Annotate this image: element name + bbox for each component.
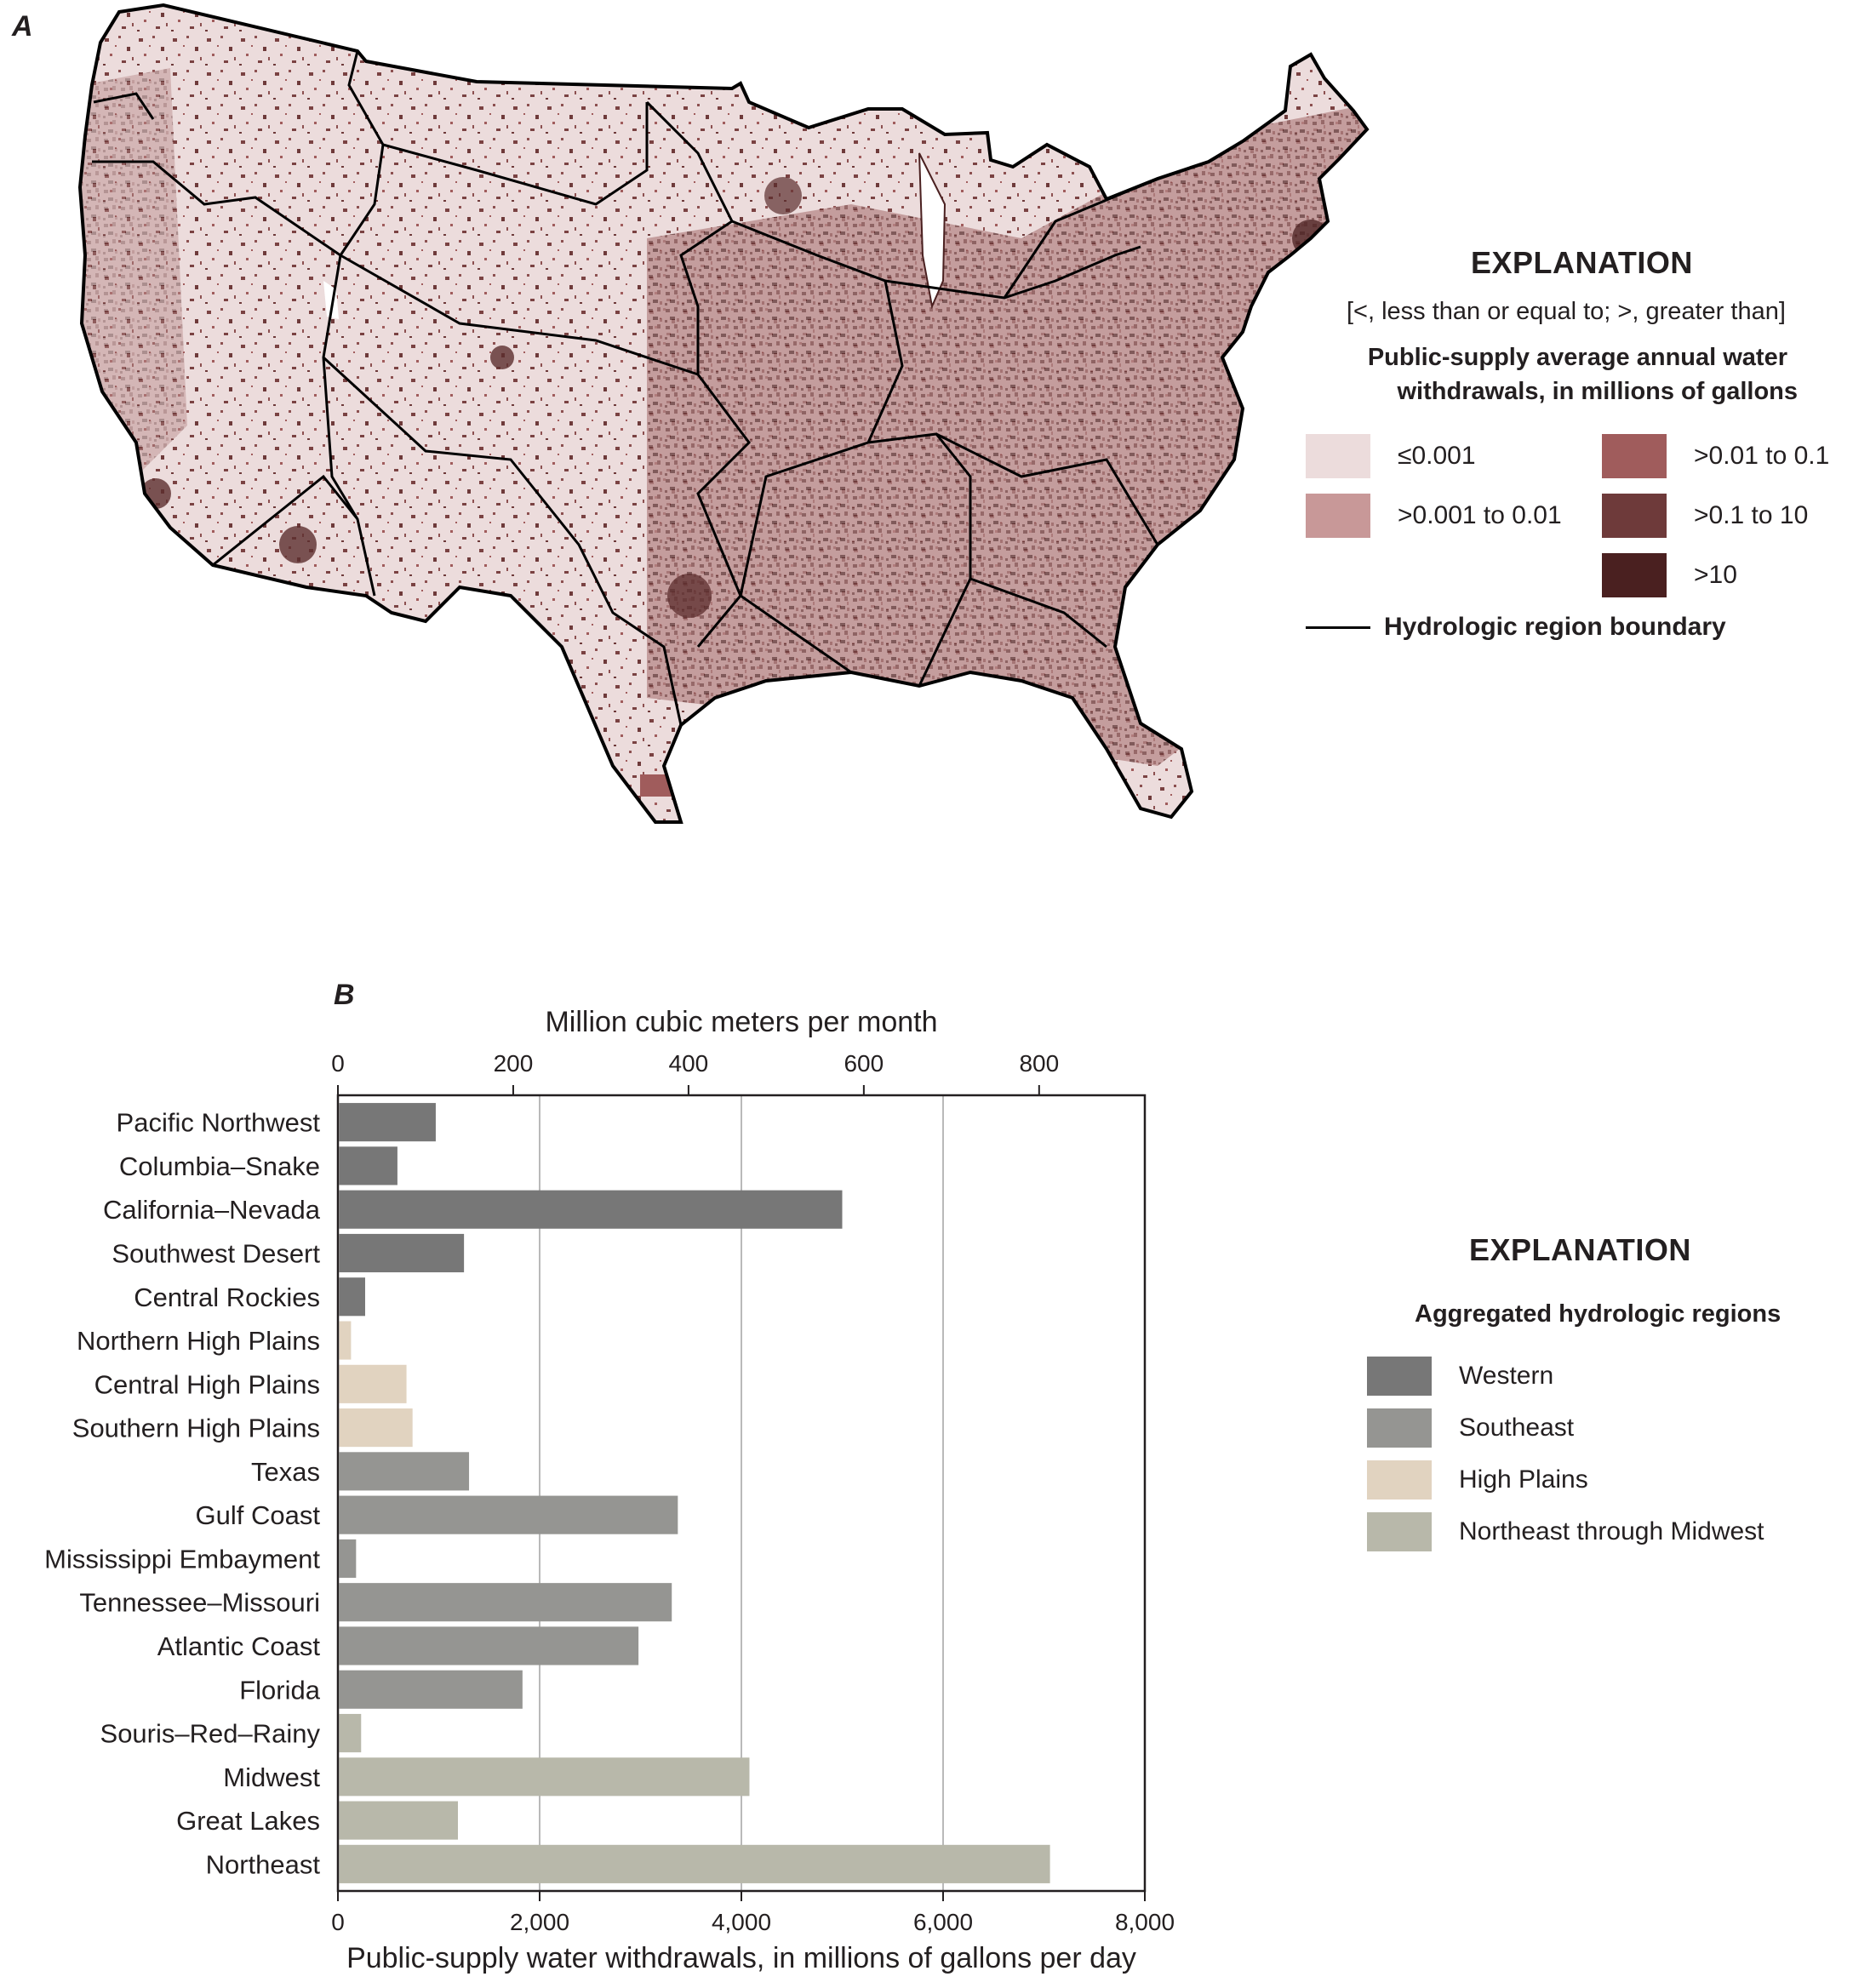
chart-bar [339, 1364, 407, 1403]
map-legend-label-1: ≤0.001 [1398, 442, 1476, 470]
chart-category-label: Central High Plains [94, 1369, 320, 1399]
chart-bar [339, 1277, 365, 1317]
map-legend-swatch-2 [1306, 494, 1370, 538]
map-legend-swatch-1 [1306, 434, 1370, 478]
chart-category-label: Pacific Northwest [117, 1108, 321, 1138]
chart-legend-swatch-2 [1367, 1408, 1432, 1448]
chart-category-label: Texas [251, 1457, 320, 1487]
chart-category-label: California–Nevada [103, 1195, 321, 1225]
map-legend-boundary: Hydrologic region boundary [1306, 613, 1726, 642]
chart-top-tick-label: 600 [844, 1050, 884, 1077]
panel-b-label: B [334, 979, 355, 1011]
chart-legend-label-3: High Plains [1459, 1465, 1588, 1494]
map-legend-class-1: ≤0.001 [1306, 434, 1476, 478]
chart-legend-subtitle: Aggregated hydrologic regions [1415, 1300, 1782, 1328]
chart-bar [339, 1757, 750, 1797]
us-water-withdrawal-map [78, 3, 1369, 824]
chart-x-tick-label: 0 [331, 1909, 345, 1935]
chart-legend-title: EXPLANATION [1469, 1232, 1691, 1267]
map-legend-swatch-3 [1602, 434, 1667, 478]
map-legend-note: [<, less than or equal to; >, greater th… [1347, 298, 1786, 325]
chart-category-label: Gulf Coast [196, 1500, 321, 1530]
chart-bar [339, 1233, 465, 1273]
chart-top-tick-label: 0 [331, 1050, 345, 1077]
map-legend-swatch-5 [1602, 553, 1667, 597]
chart-legend-group-3: High Plains [1367, 1460, 1588, 1500]
chart-category-label: Mississippi Embayment [44, 1544, 320, 1574]
chart-bar [339, 1146, 397, 1185]
chart-category-label: Souris–Red–Rainy [100, 1719, 321, 1749]
chart-x-axis-title: Public-supply water withdrawals, in mill… [346, 1942, 1136, 1974]
chart-bar [339, 1495, 678, 1534]
chart-legend-group-4: Northeast through Midwest [1367, 1512, 1764, 1551]
chart-bar [339, 1844, 1050, 1883]
chart-top-axis-title: Million cubic meters per month [545, 1006, 937, 1038]
chart-x-axis-ticks: 0 2,000 4,000 6,000 8,000 [331, 1891, 1175, 1935]
chart-legend-group-2: Southeast [1367, 1408, 1574, 1448]
chart-category-label: Florida [239, 1675, 321, 1705]
chart-bar [339, 1626, 639, 1665]
map-legend-swatch-4 [1602, 494, 1667, 538]
chart-bar [339, 1103, 436, 1142]
map-legend-subtitle: Public-supply average annual water withd… [1319, 340, 1798, 408]
chart-x-tick-label: 4,000 [712, 1909, 771, 1935]
map-legend-class-4: >0.1 to 10 [1602, 494, 1808, 538]
chart-category-label: Northern High Plains [77, 1326, 320, 1356]
map-legend-title: EXPLANATION [1471, 245, 1693, 280]
chart-legend-swatch-4 [1367, 1512, 1432, 1551]
chart-legend-swatch-1 [1367, 1357, 1432, 1396]
map-legend-label-2: >0.001 to 0.01 [1398, 501, 1562, 529]
chart-legend-swatch-3 [1367, 1460, 1432, 1500]
chart-category-label: Southwest Desert [112, 1238, 320, 1268]
map-legend-class-3: >0.01 to 0.1 [1602, 434, 1829, 478]
chart-top-tick-label: 800 [1019, 1050, 1059, 1077]
map-legend-subtitle-line2: withdrawals, in millions of gallons [1397, 378, 1799, 405]
chart-bar [339, 1583, 672, 1622]
chart-category-label: Atlantic Coast [157, 1631, 321, 1661]
chart-category-label: Central Rockies [134, 1282, 320, 1312]
chart-category-label: Tennessee–Missouri [79, 1588, 320, 1618]
chart-category-label: Northeast [206, 1849, 321, 1879]
map-legend-boundary-label: Hydrologic region boundary [1384, 613, 1726, 641]
chart-x-tick-label: 6,000 [913, 1909, 973, 1935]
chart-bar [339, 1539, 357, 1578]
chart-category-label: Midwest [223, 1762, 320, 1792]
panel-a-label: A [12, 10, 33, 43]
map-legend-label-3: >0.01 to 0.1 [1694, 442, 1830, 470]
chart-legend-label-1: Western [1459, 1362, 1554, 1390]
chart-x-tick-label: 8,000 [1115, 1909, 1175, 1935]
chart-bar [339, 1670, 523, 1709]
chart-bar [339, 1190, 843, 1229]
chart-bar [339, 1408, 413, 1448]
chart-top-tick-label: 200 [494, 1050, 534, 1077]
chart-category-labels: Pacific Northwest Columbia–Snake Californi… [44, 1108, 321, 1880]
chart-legend-label-2: Southeast [1459, 1414, 1575, 1442]
chart-bars [339, 1103, 1050, 1883]
chart-bar [339, 1801, 459, 1840]
chart-category-label: Great Lakes [176, 1806, 320, 1836]
chart-legend-group-1: Western [1367, 1357, 1553, 1396]
map-legend-class-5: >10 [1602, 553, 1737, 597]
chart-top-tick-label: 400 [669, 1050, 709, 1077]
chart-category-label: Columbia–Snake [119, 1151, 320, 1181]
map-legend-class-2: >0.001 to 0.01 [1306, 494, 1562, 538]
chart-x-tick-label: 2,000 [510, 1909, 569, 1935]
chart-bar [339, 1452, 470, 1491]
chart-top-axis-ticks: 0 200 400 600 800 [331, 1050, 1059, 1095]
map-legend-label-4: >0.1 to 10 [1694, 501, 1809, 529]
map-legend-subtitle-line1: Public-supply average annual water [1367, 344, 1787, 371]
map-legend-label-5: >10 [1694, 561, 1737, 589]
boundary-line-icon [1306, 626, 1370, 629]
chart-bar [339, 1713, 362, 1753]
chart-legend-label-4: Northeast through Midwest [1459, 1517, 1764, 1545]
chart-bar [339, 1321, 352, 1360]
chart-category-label: Southern High Plains [72, 1414, 320, 1443]
